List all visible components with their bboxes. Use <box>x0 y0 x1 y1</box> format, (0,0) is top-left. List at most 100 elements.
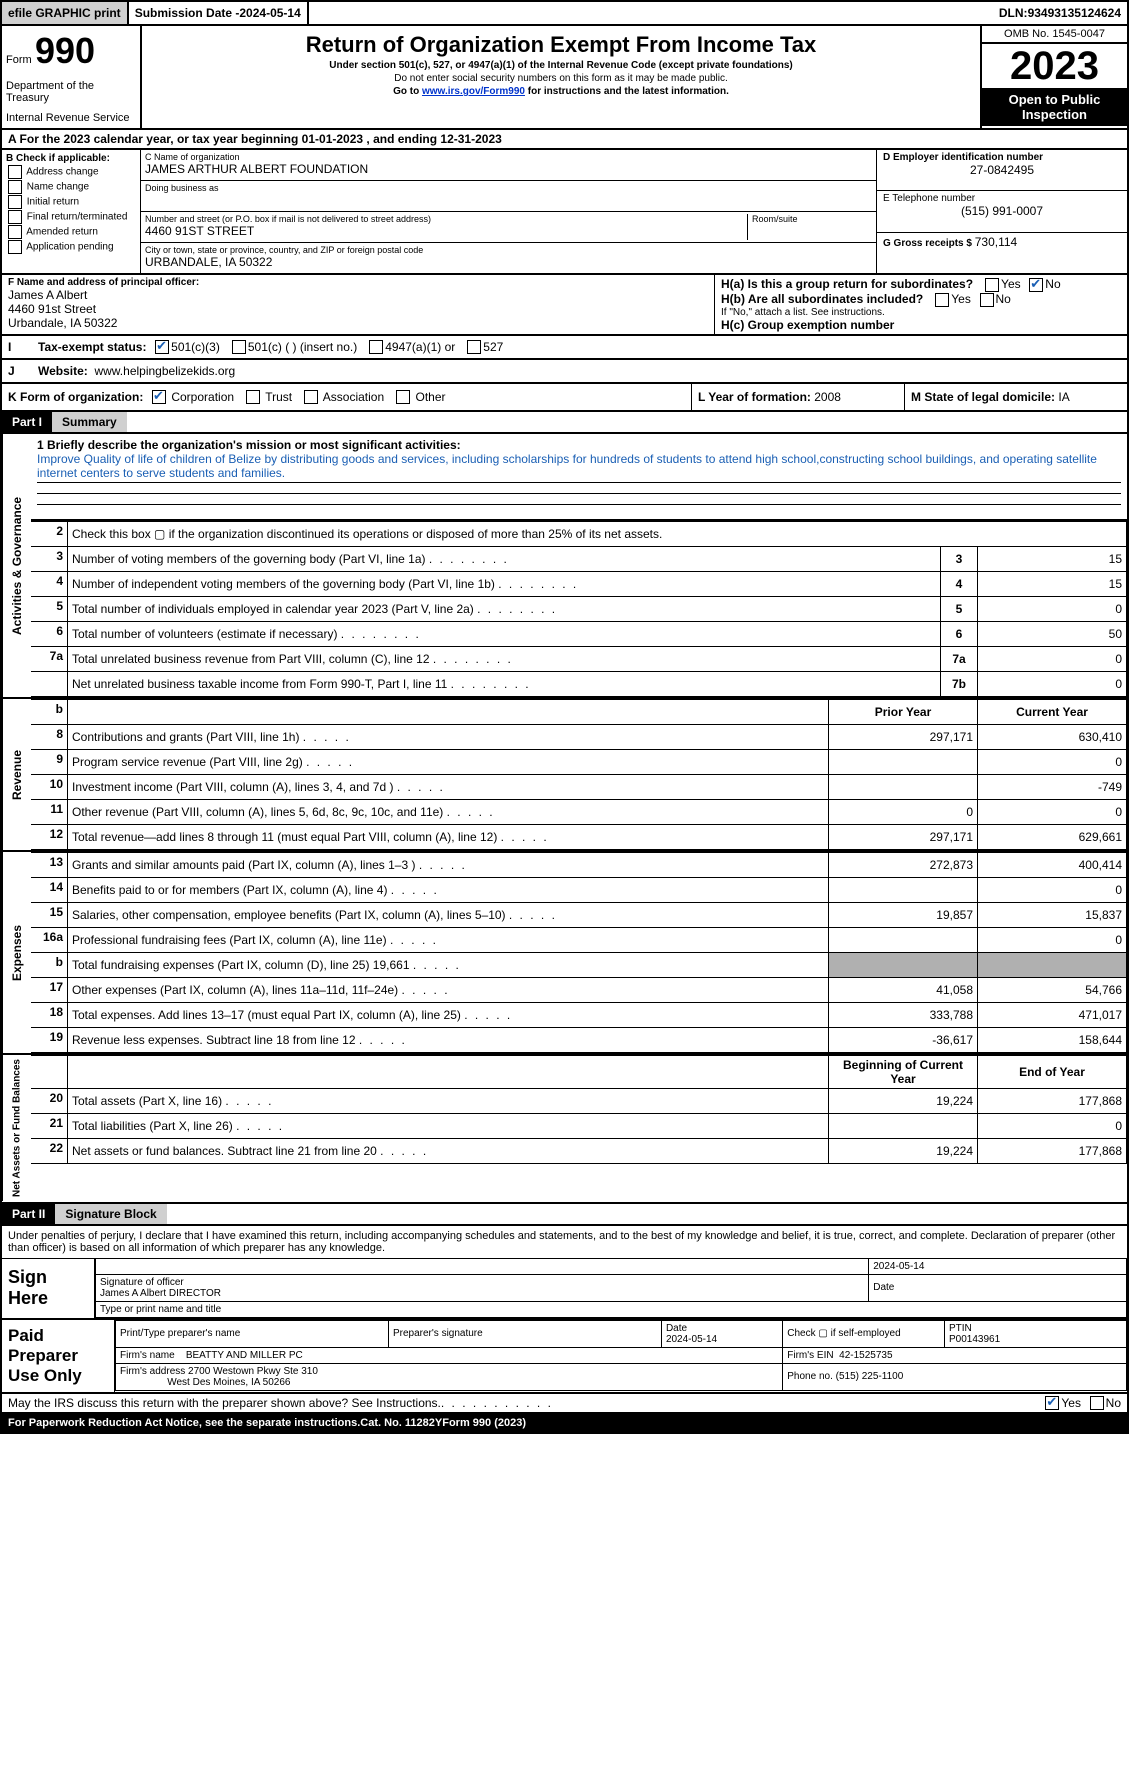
ha-yes-cbx[interactable] <box>985 278 999 292</box>
i-527: 527 <box>483 340 503 354</box>
k-other-cbx[interactable] <box>396 390 410 404</box>
c-name-value: JAMES ARTHUR ALBERT FOUNDATION <box>145 162 872 176</box>
mission-rule2 <box>37 504 1121 505</box>
table-row: 6Total number of volunteers (estimate if… <box>31 622 1127 647</box>
ha-row: H(a) Is this a group return for subordin… <box>721 277 1121 292</box>
i-527-cbx[interactable] <box>467 340 481 354</box>
box-d-e-g: D Employer identification number 27-0842… <box>877 150 1127 273</box>
omb-number: OMB No. 1545-0047 <box>982 26 1127 44</box>
table-row: 17Other expenses (Part IX, column (A), l… <box>31 978 1127 1003</box>
prep-date: Date2024-05-14 <box>661 1320 782 1347</box>
sig-date-lbl-cell: Date <box>869 1274 1127 1301</box>
f-lbl: F Name and address of principal officer: <box>8 277 708 288</box>
i-501c3: 501(c)(3) <box>171 340 220 354</box>
mission-text: Improve Quality of life of children of B… <box>37 452 1121 483</box>
dept-treasury: Department of the Treasury <box>6 80 136 104</box>
table-row: bTotal fundraising expenses (Part IX, co… <box>31 953 1127 978</box>
hc-row: H(c) Group exemption number <box>721 318 1121 332</box>
ha-no-cbx[interactable] <box>1029 278 1043 292</box>
header-right: OMB No. 1545-0047 2023 Open to Public In… <box>982 26 1127 128</box>
cy-mid: , and ending <box>366 132 440 146</box>
j-prefix: J <box>8 364 38 378</box>
f-street: 4460 91st Street <box>8 302 708 316</box>
mission-label: 1 Briefly describe the organization's mi… <box>37 438 1121 452</box>
hb-note: If "No," attach a list. See instructions… <box>721 307 1121 318</box>
c-name-row: C Name of organization JAMES ARTHUR ALBE… <box>141 150 876 181</box>
submission-date: Submission Date - 2024-05-14 <box>129 2 309 24</box>
submission-date-label: Submission Date - <box>135 6 240 20</box>
b-opt-final[interactable]: Final return/terminated <box>6 210 136 224</box>
hb-yes-cbx[interactable] <box>935 293 949 307</box>
b-opt-address[interactable]: Address change <box>6 165 136 179</box>
entity-block: B Check if applicable: Address change Na… <box>0 148 1129 275</box>
inspect-line1: Open to Public <box>984 92 1125 107</box>
i-lbl: Tax-exempt status: <box>38 340 146 354</box>
prep-print-lbl: Print/Type preparer's name <box>116 1320 389 1347</box>
d-ein: D Employer identification number 27-0842… <box>877 150 1127 191</box>
k-trust-cbx[interactable] <box>246 390 260 404</box>
l-val: 2008 <box>814 390 841 404</box>
irs-discuss-line: May the IRS discuss this return with the… <box>0 1394 1129 1415</box>
firm-ein-row: Firm's EIN 42-1525735 <box>783 1347 1127 1363</box>
p1-netassets: Net Assets or Fund Balances Beginning of… <box>0 1055 1129 1203</box>
i-501c-cbx[interactable] <box>232 340 246 354</box>
irs-label: Internal Revenue Service <box>6 112 136 124</box>
dln: DLN: 93493135124624 <box>993 2 1127 24</box>
table-expenses: 13Grants and similar amounts paid (Part … <box>31 852 1127 1053</box>
irs-form990-link[interactable]: www.irs.gov/Form990 <box>422 86 525 97</box>
table-row: Beginning of Current YearEnd of Year <box>31 1056 1127 1089</box>
h-right: H(a) Is this a group return for subordin… <box>715 275 1127 334</box>
k-assoc-cbx[interactable] <box>304 390 318 404</box>
city-value: URBANDALE, IA 50322 <box>145 255 872 269</box>
k-form-org: K Form of organization: Corporation Trus… <box>2 384 692 411</box>
j-lbl: Website: <box>38 364 88 378</box>
firm-phone-row: Phone no. (515) 225-1100 <box>783 1363 1127 1390</box>
k-corp-cbx[interactable] <box>152 390 166 404</box>
table-row: 11Other revenue (Part VIII, column (A), … <box>31 800 1127 825</box>
firm-addr-row: Firm's address 2700 Westown Pkwy Ste 310… <box>116 1363 783 1390</box>
b-opt-name[interactable]: Name change <box>6 180 136 194</box>
i-4947-cbx[interactable] <box>369 340 383 354</box>
f-i-j-left: F Name and address of principal officer:… <box>2 275 715 334</box>
box-b: B Check if applicable: Address change Na… <box>2 150 141 273</box>
website-value: www.helpingbelizekids.org <box>94 364 235 378</box>
e-phone-lbl: E Telephone number <box>883 193 1121 204</box>
paid-preparer-table: Print/Type preparer's name Preparer's si… <box>115 1320 1127 1391</box>
paid-preparer-content: Print/Type preparer's name Preparer's si… <box>115 1320 1127 1392</box>
form-header: Form 990 Department of the Treasury Inte… <box>0 26 1129 128</box>
k-lbl: K Form of organization: <box>8 390 143 404</box>
tax-exempt-status-line: I Tax-exempt status: 501(c)(3) 501(c) ( … <box>0 336 1129 360</box>
hb-no-cbx[interactable] <box>980 293 994 307</box>
top-bar: efile GRAPHIC print Submission Date - 20… <box>0 0 1129 26</box>
calendar-year-line: A For the 2023 calendar year, or tax yea… <box>0 128 1129 148</box>
street-lbl: Number and street (or P.O. box if mail i… <box>145 214 743 224</box>
b-opt-amended[interactable]: Amended return <box>6 225 136 239</box>
footer-form-number: Form 990 (2023) <box>442 1417 526 1429</box>
table-row: 7aTotal unrelated business revenue from … <box>31 647 1127 672</box>
dln-label: DLN: <box>999 6 1028 20</box>
m-lbl: M State of legal domicile: <box>911 390 1058 404</box>
table-row: Net unrelated business taxable income fr… <box>31 672 1127 697</box>
hb-row: H(b) Are all subordinates included? Yes … <box>721 292 1121 307</box>
i-501c3-cbx[interactable] <box>155 340 169 354</box>
i-4947: 4947(a)(1) or <box>385 340 455 354</box>
prep-sig-lbl: Preparer's signature <box>388 1320 661 1347</box>
p1-revenue-body: bPrior YearCurrent Year8Contributions an… <box>31 699 1127 850</box>
b-opt-initial[interactable]: Initial return <box>6 195 136 209</box>
submission-date-value: 2024-05-14 <box>239 6 300 20</box>
goto-suffix: for instructions and the latest informat… <box>528 86 729 97</box>
table-netassets: Beginning of Current YearEnd of Year20To… <box>31 1055 1127 1164</box>
header-left: Form 990 Department of the Treasury Inte… <box>2 26 142 128</box>
b-opt-pending[interactable]: Application pending <box>6 240 136 254</box>
irs-discuss-no-cbx[interactable] <box>1090 1396 1104 1410</box>
street-value: 4460 91ST STREET <box>145 224 743 238</box>
sidetab-expenses: Expenses <box>2 852 31 1053</box>
mission-block: 1 Briefly describe the organization's mi… <box>31 434 1127 521</box>
i-501c: 501(c) ( ) (insert no.) <box>248 340 357 354</box>
irs-discuss-text: May the IRS discuss this return with the… <box>8 1396 441 1410</box>
table-row: 3Number of voting members of the governi… <box>31 547 1127 572</box>
table-row: 14Benefits paid to or for members (Part … <box>31 878 1127 903</box>
efile-print-button[interactable]: efile GRAPHIC print <box>2 2 129 24</box>
irs-discuss-yes-cbx[interactable] <box>1045 1396 1059 1410</box>
table-row: 4Number of independent voting members of… <box>31 572 1127 597</box>
